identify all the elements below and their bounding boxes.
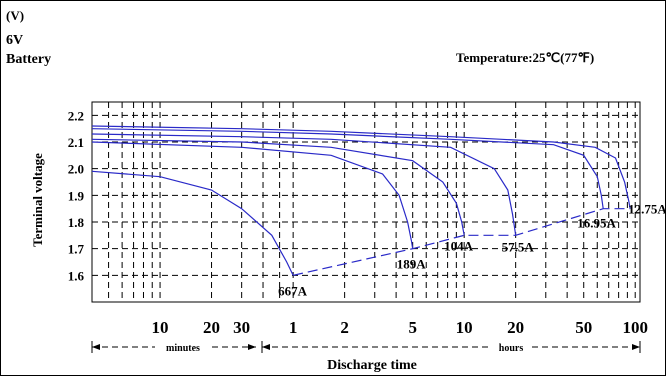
x-tick-label: 1 bbox=[289, 318, 298, 337]
cutoff-voltage-line bbox=[292, 208, 631, 276]
x-tick-label: 5 bbox=[408, 318, 417, 337]
x-tick-label: 20 bbox=[203, 318, 220, 337]
series-lines bbox=[91, 125, 631, 276]
y-axis-label: Terminal voltage bbox=[30, 153, 45, 247]
temperature-label: Temperature:25℃(77℉) bbox=[456, 50, 594, 65]
series-line bbox=[91, 141, 414, 249]
y-tick-label: 2.2 bbox=[68, 108, 84, 123]
series-line bbox=[91, 133, 517, 236]
series-line bbox=[91, 138, 465, 236]
unit-label: (V) bbox=[6, 8, 24, 23]
x-tick-label: 20 bbox=[507, 318, 524, 337]
cutoff-line-group bbox=[292, 208, 631, 276]
x-tick-label: 30 bbox=[233, 318, 250, 337]
series-label: 667A bbox=[278, 283, 308, 298]
hours-range-label: hours bbox=[499, 343, 524, 354]
series-line bbox=[91, 128, 604, 209]
series-label: 57.5A bbox=[502, 239, 535, 254]
x-tick-label: 10 bbox=[152, 318, 169, 337]
y-tick-label: 1.9 bbox=[68, 188, 85, 203]
y-tick-label: 1.7 bbox=[68, 242, 85, 257]
minutes-label-bg bbox=[155, 341, 211, 353]
hours-right-arrow bbox=[632, 344, 640, 350]
minutes-right-arrow bbox=[248, 344, 256, 350]
plot-area bbox=[91, 101, 641, 303]
range-bar: minutes hours bbox=[91, 341, 641, 354]
series-line bbox=[91, 170, 294, 276]
series-label: 16.95A bbox=[577, 216, 616, 231]
x-axis-label: Discharge time bbox=[327, 358, 417, 373]
x-tick-label: 2 bbox=[340, 318, 349, 337]
battery-label: Battery bbox=[6, 52, 51, 67]
x-tick-label: 50 bbox=[575, 318, 592, 337]
y-tick-label: 1.6 bbox=[68, 268, 85, 283]
minutes-range-label: minutes bbox=[166, 343, 200, 354]
series-label: 104A bbox=[444, 238, 474, 253]
y-tick-label: 2.0 bbox=[68, 162, 84, 177]
y-tick-labels: 1.6 1.7 1.8 1.9 2.0 2.1 2.2 bbox=[68, 108, 85, 283]
hours-left-arrow bbox=[262, 344, 270, 350]
y-tick-label: 1.8 bbox=[68, 215, 85, 230]
series-label: 189A bbox=[397, 257, 427, 272]
series-labels: 667A 189A 104A 57.5A 16.95A 12.75A bbox=[278, 202, 666, 299]
battery-voltage-label: 6V bbox=[6, 33, 23, 48]
series-line bbox=[91, 125, 631, 209]
x-tick-label: 100 bbox=[622, 318, 648, 337]
x-tick-label: 10 bbox=[456, 318, 473, 337]
y-tick-label: 2.1 bbox=[68, 135, 84, 150]
hours-label-bg bbox=[490, 341, 532, 353]
x-tick-labels: 10 20 30 1 2 5 10 20 50 100 bbox=[152, 318, 648, 337]
series-label: 12.75A bbox=[628, 202, 666, 217]
minutes-left-arrow bbox=[92, 344, 100, 350]
